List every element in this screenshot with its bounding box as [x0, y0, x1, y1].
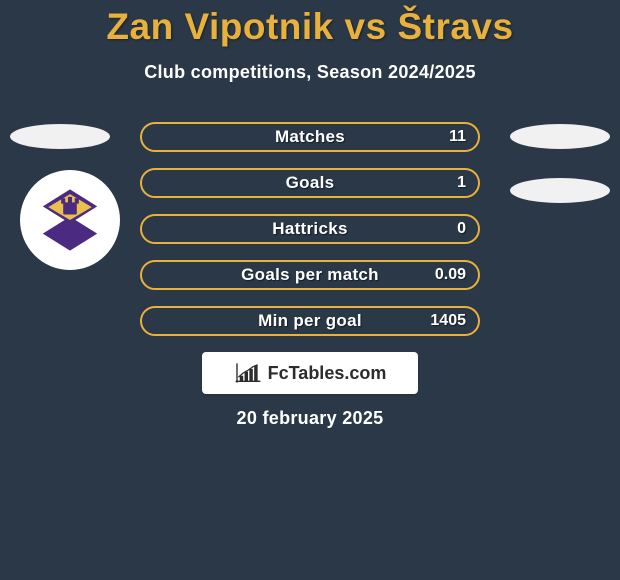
- stat-value: 0: [457, 220, 466, 238]
- stat-row: Hattricks 0: [140, 214, 480, 244]
- subtitle: Club competitions, Season 2024/2025: [0, 62, 620, 83]
- stat-value: 0.09: [435, 266, 466, 284]
- stat-row: Matches 11: [140, 122, 480, 152]
- player-right-badge-2: [510, 178, 610, 203]
- stat-label: Min per goal: [258, 311, 362, 331]
- stat-label: Goals: [286, 173, 335, 193]
- snapshot-date: 20 february 2025: [0, 408, 620, 429]
- comparison-card: Zan Vipotnik vs Štravs Club competitions…: [0, 0, 620, 580]
- branding-badge: FcTables.com: [202, 352, 418, 394]
- stat-row: Goals 1: [140, 168, 480, 198]
- page-title: Zan Vipotnik vs Štravs: [0, 0, 620, 48]
- stat-value: 1: [457, 174, 466, 192]
- player-left-badge: [10, 124, 110, 149]
- stats-rows: Matches 11 Goals 1 Hattricks 0 Goals per…: [140, 122, 480, 352]
- stat-value: 11: [449, 128, 466, 146]
- stat-row: Goals per match 0.09: [140, 260, 480, 290]
- stat-label: Hattricks: [272, 219, 347, 239]
- stat-label: Matches: [275, 127, 345, 147]
- player-right-badge-1: [510, 124, 610, 149]
- branding-text: FcTables.com: [268, 363, 387, 384]
- stat-value: 1405: [430, 312, 466, 330]
- stat-label: Goals per match: [241, 265, 379, 285]
- stat-row: Min per goal 1405: [140, 306, 480, 336]
- club-crest-icon: [36, 186, 104, 254]
- club-badge-left: [20, 170, 120, 270]
- chart-icon: [234, 362, 262, 384]
